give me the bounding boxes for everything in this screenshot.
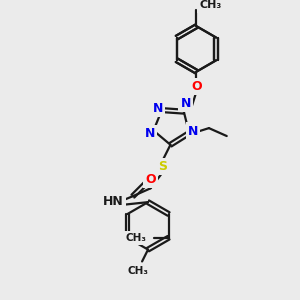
- Text: HN: HN: [103, 195, 124, 208]
- Text: N: N: [188, 124, 198, 138]
- Text: N: N: [181, 97, 191, 110]
- Text: CH₃: CH₃: [128, 266, 148, 276]
- Text: CH₃: CH₃: [200, 0, 222, 11]
- Text: O: O: [146, 173, 156, 186]
- Text: CH₃: CH₃: [126, 233, 147, 243]
- Text: N: N: [144, 127, 155, 140]
- Text: O: O: [191, 80, 202, 93]
- Text: S: S: [158, 160, 167, 173]
- Text: N: N: [153, 102, 163, 115]
